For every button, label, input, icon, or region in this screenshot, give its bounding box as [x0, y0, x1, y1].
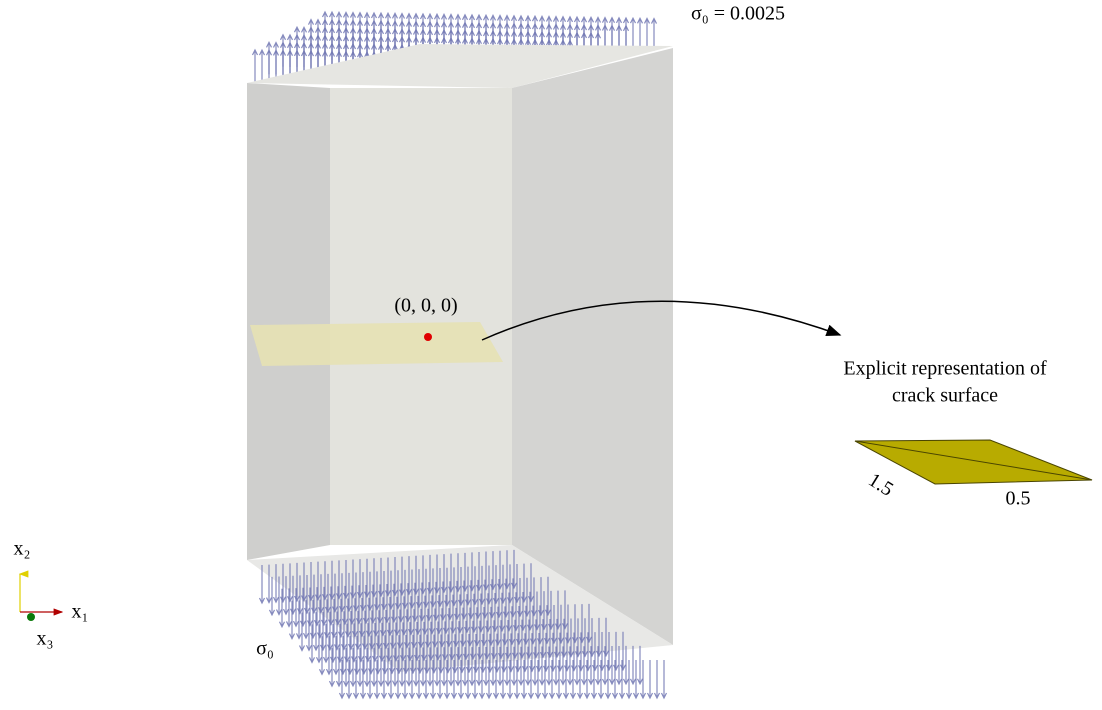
load-arrow	[321, 612, 326, 650]
load-arrow	[557, 660, 562, 698]
load-arrow	[375, 660, 380, 698]
load-arrow	[652, 19, 657, 51]
load-arrow	[645, 18, 650, 50]
load-arrow	[480, 660, 485, 698]
load-arrow	[487, 660, 492, 698]
load-arrow	[368, 660, 373, 698]
load-arrow	[344, 648, 349, 686]
load-arrow	[340, 660, 345, 698]
load-arrow	[300, 613, 305, 651]
load-arrow	[508, 660, 513, 698]
box-left-face	[247, 83, 330, 560]
dimension-label: 1.5	[864, 469, 897, 501]
load-arrow	[334, 636, 339, 674]
origin-point	[424, 333, 432, 341]
load-arrow	[274, 43, 279, 75]
load-arrow	[347, 660, 352, 698]
load-arrow	[596, 17, 601, 49]
load-arrow	[267, 42, 272, 74]
load-arrow	[304, 600, 309, 638]
load-arrow	[501, 660, 506, 698]
load-arrow	[624, 646, 629, 684]
load-arrow	[337, 648, 342, 686]
load-arrow	[341, 636, 346, 674]
load-arrow	[290, 601, 295, 639]
load-arrow	[631, 646, 636, 684]
load-arrow	[324, 624, 329, 662]
callout-text: Explicit representation of	[843, 358, 1047, 380]
load-arrow	[253, 50, 258, 82]
axis-label: x₁	[72, 601, 89, 623]
load-arrow	[638, 18, 643, 50]
crack-plane	[250, 322, 503, 366]
load-arrow	[648, 660, 653, 698]
load-arrow	[348, 636, 353, 674]
load-arrow	[281, 35, 286, 67]
load-arrow	[515, 660, 520, 698]
load-arrow	[331, 624, 336, 662]
load-arrow	[297, 600, 302, 638]
load-arrow	[287, 588, 292, 626]
load-arrow	[662, 660, 667, 698]
load-arrow	[536, 660, 541, 698]
load-arrow	[624, 18, 629, 50]
load-arrow	[494, 660, 499, 698]
load-arrow	[582, 17, 587, 49]
load-arrow	[638, 646, 643, 684]
load-arrow	[270, 577, 275, 615]
load-arrow	[358, 648, 363, 686]
axis-label: x₃	[37, 628, 54, 650]
load-arrow	[473, 660, 478, 698]
load-arrow	[361, 660, 366, 698]
load-arrow	[351, 648, 356, 686]
load-arrow	[543, 660, 548, 698]
load-arrow	[522, 660, 527, 698]
box-right-face	[512, 48, 673, 645]
load-arrow	[338, 624, 343, 662]
load-arrow	[354, 660, 359, 698]
load-label: σ₀	[256, 638, 274, 660]
load-arrow	[365, 648, 370, 686]
load-arrow	[320, 636, 325, 674]
load-arrow	[327, 636, 332, 674]
load-label: σ₀ = 0.0025	[691, 3, 785, 25]
load-arrow	[314, 612, 319, 650]
load-arrow	[260, 50, 265, 82]
load-arrow	[330, 648, 335, 686]
load-arrow	[641, 660, 646, 698]
load-arrow	[617, 18, 622, 50]
axis-x3	[27, 613, 35, 621]
load-arrow	[610, 18, 615, 50]
load-arrow	[655, 660, 660, 698]
axis-label: x₂	[14, 538, 31, 560]
load-arrow	[589, 17, 594, 49]
load-arrow	[382, 660, 387, 698]
load-arrow	[310, 624, 315, 662]
callout-text: crack surface	[892, 385, 998, 407]
load-arrow	[529, 660, 534, 698]
load-arrow	[280, 589, 285, 627]
origin-label: (0, 0, 0)	[394, 295, 457, 317]
load-arrow	[288, 35, 293, 67]
load-arrow	[603, 18, 608, 50]
dimension-label: 0.5	[1006, 488, 1031, 510]
load-arrow	[317, 624, 322, 662]
load-arrow	[466, 660, 471, 698]
load-arrow	[631, 18, 636, 50]
figure: σ₀ = 0.0025 σ₀ (0, 0, 0) Explicit repres…	[0, 0, 1102, 710]
load-arrow	[575, 17, 580, 49]
load-arrow	[550, 660, 555, 698]
load-arrow	[307, 612, 312, 650]
